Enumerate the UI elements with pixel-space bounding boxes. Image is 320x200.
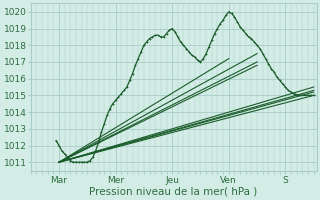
X-axis label: Pression niveau de la mer( hPa ): Pression niveau de la mer( hPa ) xyxy=(90,187,258,197)
